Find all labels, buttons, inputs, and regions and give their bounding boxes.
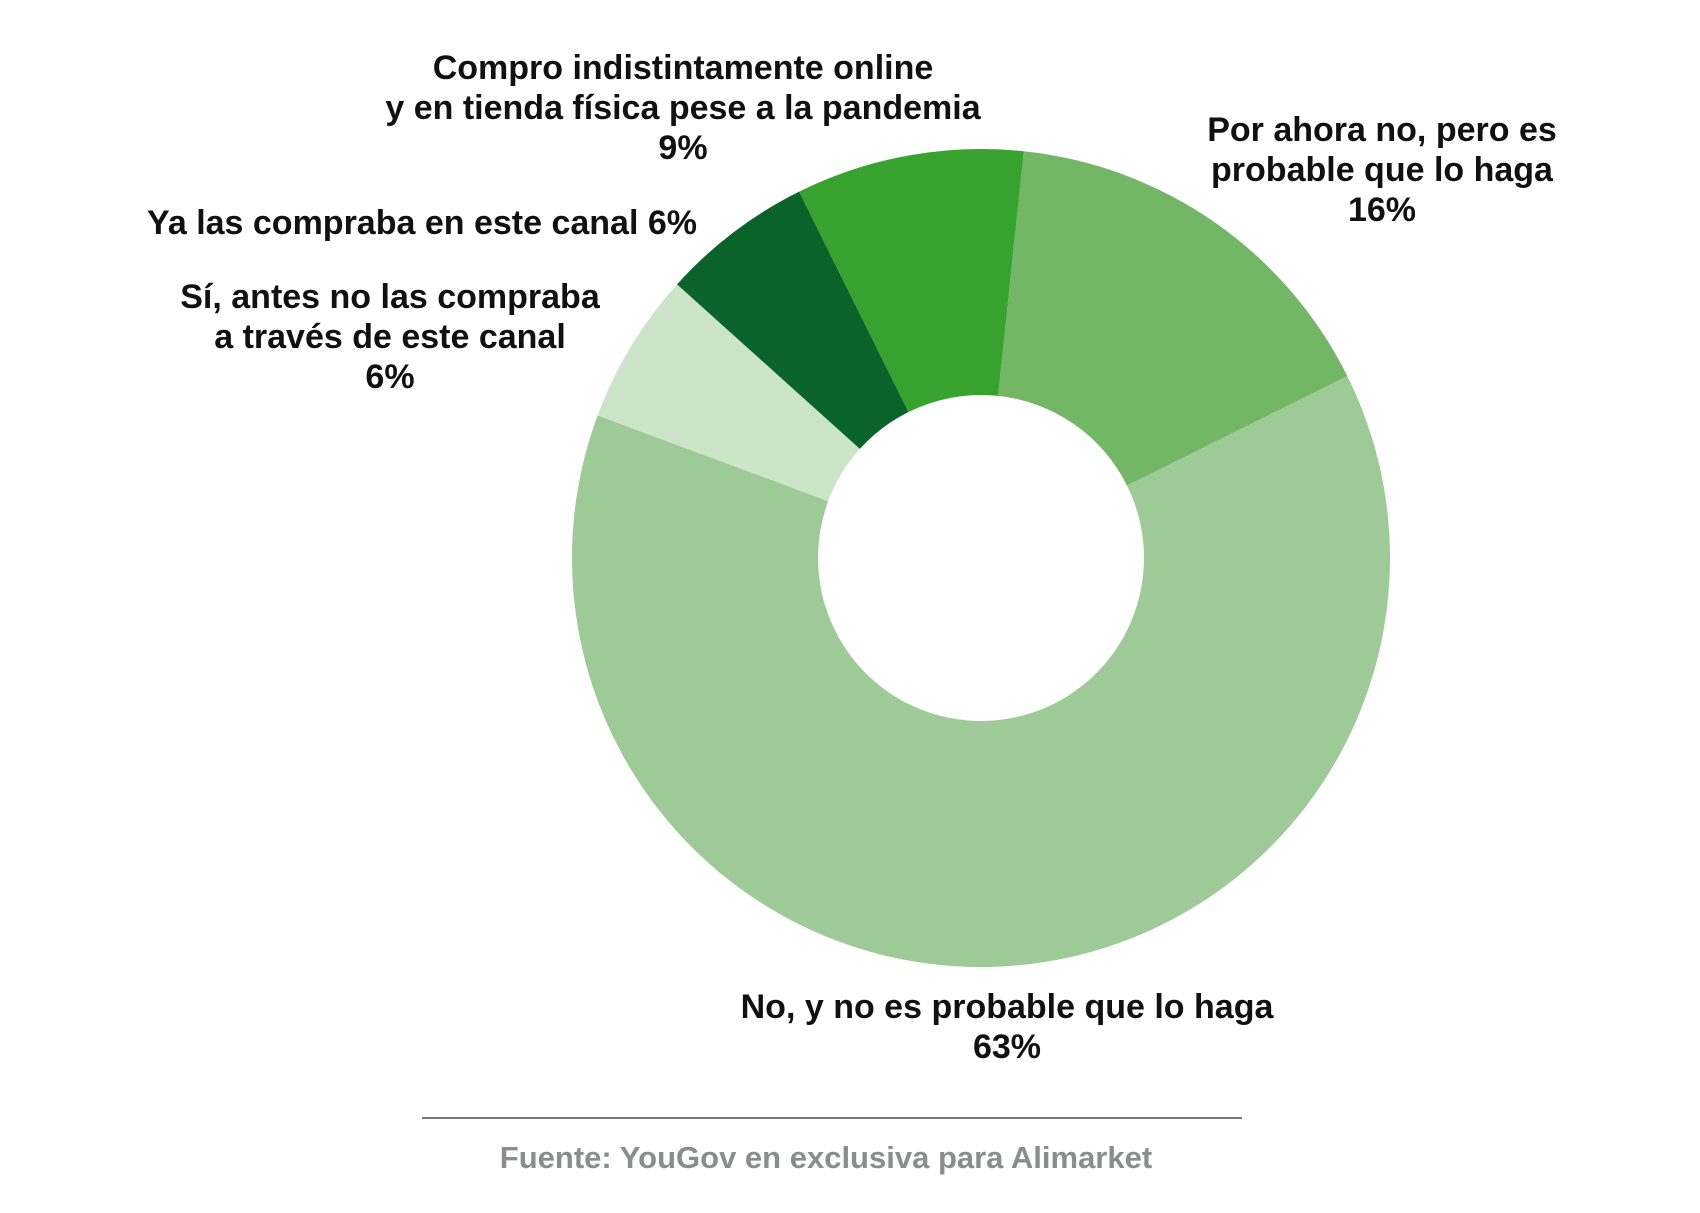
slice-label-1: No, y no es probable que lo haga 63% (741, 988, 1275, 1066)
slice-label-line: a través de este canal (214, 318, 566, 356)
slice-label-0: Por ahora no, pero es probable que lo hag… (1207, 111, 1557, 229)
slice-label-3: Ya las compraba en este canal 6% (147, 204, 697, 242)
slice-value-label: 9% (658, 129, 707, 167)
donut-slice-2 (597, 284, 860, 502)
slice-label-line: No, y no es probable que lo haga (741, 988, 1275, 1026)
donut-slice-0 (998, 151, 1348, 486)
source-text: Fuente: YouGov en exclusiva para Alimark… (500, 1140, 1152, 1175)
labels-group: Por ahora no, pero es probable que lo hag… (147, 49, 1557, 1066)
slice-value-label: 6% (365, 358, 414, 396)
slice-value-label: 63% (973, 1028, 1041, 1066)
slices-group (572, 149, 1390, 968)
slice-value-label: 16% (1348, 191, 1416, 229)
slice-label-line: probable que lo haga (1211, 151, 1554, 189)
slice-label-2: Sí, antes no las compraba a través de est… (180, 278, 601, 396)
donut-slice-3 (677, 191, 909, 449)
slice-label-line: Ya las compraba en este canal 6% (147, 204, 697, 242)
donut-slice-4 (799, 149, 1024, 412)
slice-label-line: y en tienda física pese a la pandemia (385, 89, 981, 127)
slice-label-line: Sí, antes no las compraba (180, 278, 601, 316)
slice-label-line: Por ahora no, pero es (1207, 111, 1557, 149)
slice-label-4: Compro indistintamente online y en tienda… (385, 49, 981, 167)
donut-slice-1 (572, 376, 1390, 968)
slice-label-line: Compro indistintamente online (433, 49, 934, 87)
